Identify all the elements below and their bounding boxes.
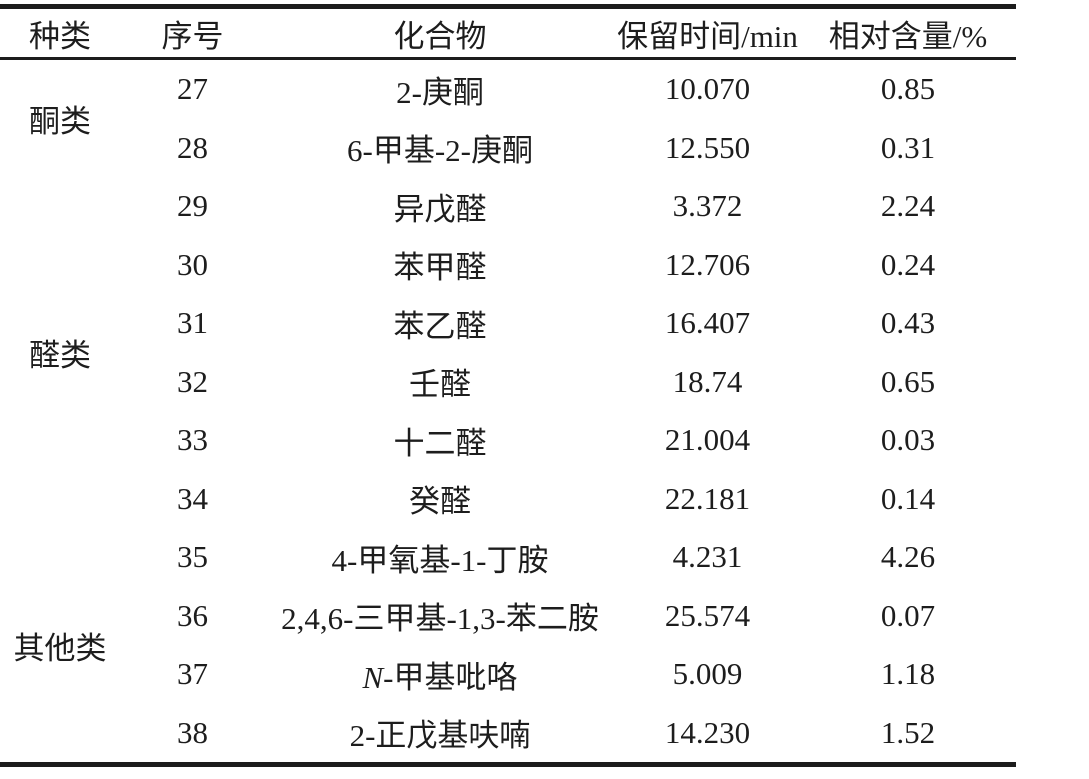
cell-compound: 2-正戊基呋喃 [349,718,531,754]
cell-relative-content: 4.26 [880,539,936,575]
cell-compound: 苯乙醛 [393,308,487,344]
cell-retention-time: 12.550 [664,129,751,165]
cell-retention-time: 12.706 [664,246,751,282]
table-row: 38 2-正戊基呋喃 14.230 1.52 [0,704,1016,765]
col-header-relative-content: 相对含量/% [800,6,1016,60]
header-row: 种类 序号 化合物 保留时间/min 相对含量/% [0,6,1016,60]
cell-retention-time: 18.74 [672,363,743,399]
col-header-retention-time: 保留时间/min [615,6,800,60]
cell-number: 33 [177,422,208,458]
table-row: 36 2,4,6-三甲基-1,3-苯二胺 25.574 0.07 [0,587,1016,646]
table-row: 34 癸醛 22.181 0.14 [0,470,1016,529]
cell-relative-content: 0.07 [880,597,936,633]
compound-table: 种类 序号 化合物 保留时间/min 相对含量/% 酮类 27 2-庚酮 10.… [0,4,1016,767]
cell-relative-content: 0.43 [880,305,936,341]
col-header-number: 序号 [120,6,265,60]
cell-relative-content: 0.03 [880,422,936,458]
table-row: 33 十二醛 21.004 0.03 [0,411,1016,470]
table-row: 37 N-甲基吡咯 5.009 1.18 [0,645,1016,704]
cell-relative-content: 0.24 [880,246,936,282]
cell-number: 31 [177,305,208,341]
paper-table-page: 种类 序号 化合物 保留时间/min 相对含量/% 酮类 27 2-庚酮 10.… [0,4,1089,779]
cell-number: 37 [177,656,208,692]
table-row: 醛类 29 异戊醛 3.372 2.24 [0,177,1016,373]
cell-compound: 4-甲氧基-1-丁胺 [331,542,549,578]
cell-number: 30 [177,246,208,282]
table-row: 32 壬醛 18.74 0.65 [0,353,1016,412]
table-row: 28 6-甲基-2-庚酮 12.550 0.31 [0,119,1016,178]
cell-relative-content: 1.52 [880,714,936,750]
cell-number: 28 [177,129,208,165]
cell-number: 35 [177,539,208,575]
cell-relative-content: 1.18 [880,656,936,692]
cell-relative-content: 0.85 [880,71,936,107]
cell-compound: N-甲基吡咯 [265,645,615,704]
cell-relative-content: 0.14 [880,480,936,516]
cell-relative-content: 0.65 [880,363,936,399]
cell-relative-content: 0.31 [880,129,936,165]
col-header-compound: 化合物 [265,6,615,60]
cell-number: 38 [177,714,208,750]
col-header-category: 种类 [0,6,120,60]
cell-retention-time: 5.009 [672,656,743,692]
cell-number: 34 [177,480,208,516]
cell-number: 27 [177,71,208,107]
cell-compound: 苯甲醛 [393,250,487,286]
compound-rest: -甲基吡咯 [383,659,518,695]
cell-retention-time: 10.070 [664,71,751,107]
cell-retention-time: 4.231 [672,539,743,575]
cell-retention-time: 21.004 [664,422,751,458]
cell-number: 32 [177,363,208,399]
cell-compound: 异戊醛 [393,191,487,227]
cell-compound: 2,4,6-三甲基-1,3-苯二胺 [281,601,599,637]
cell-relative-content: 2.24 [880,188,936,224]
cell-number: 29 [177,188,208,224]
table-row: 31 苯乙醛 16.407 0.43 [0,294,1016,353]
cell-compound: 6-甲基-2-庚酮 [347,133,533,169]
table-row: 酮类 27 2-庚酮 10.070 0.85 [0,59,1016,139]
group-label-ketones: 酮类 [29,104,91,139]
cell-retention-time: 25.574 [664,597,751,633]
compound-italic-prefix: N [362,659,384,695]
cell-number: 36 [177,597,208,633]
table-row: 其他类 35 4-甲氧基-1-丁胺 4.231 4.26 [0,528,1016,665]
cell-compound: 2-庚酮 [396,74,484,110]
group-label-others: 其他类 [13,630,107,666]
cell-retention-time: 3.372 [672,188,743,224]
cell-retention-time: 22.181 [664,480,751,516]
cell-retention-time: 14.230 [664,714,751,750]
cell-retention-time: 16.407 [664,305,751,341]
group-label-aldehydes: 醛类 [29,338,91,373]
cell-compound: 壬醛 [409,367,471,403]
cell-compound: 癸醛 [409,484,471,520]
table-row: 30 苯甲醛 12.706 0.24 [0,236,1016,295]
cell-compound: 十二醛 [393,425,487,461]
